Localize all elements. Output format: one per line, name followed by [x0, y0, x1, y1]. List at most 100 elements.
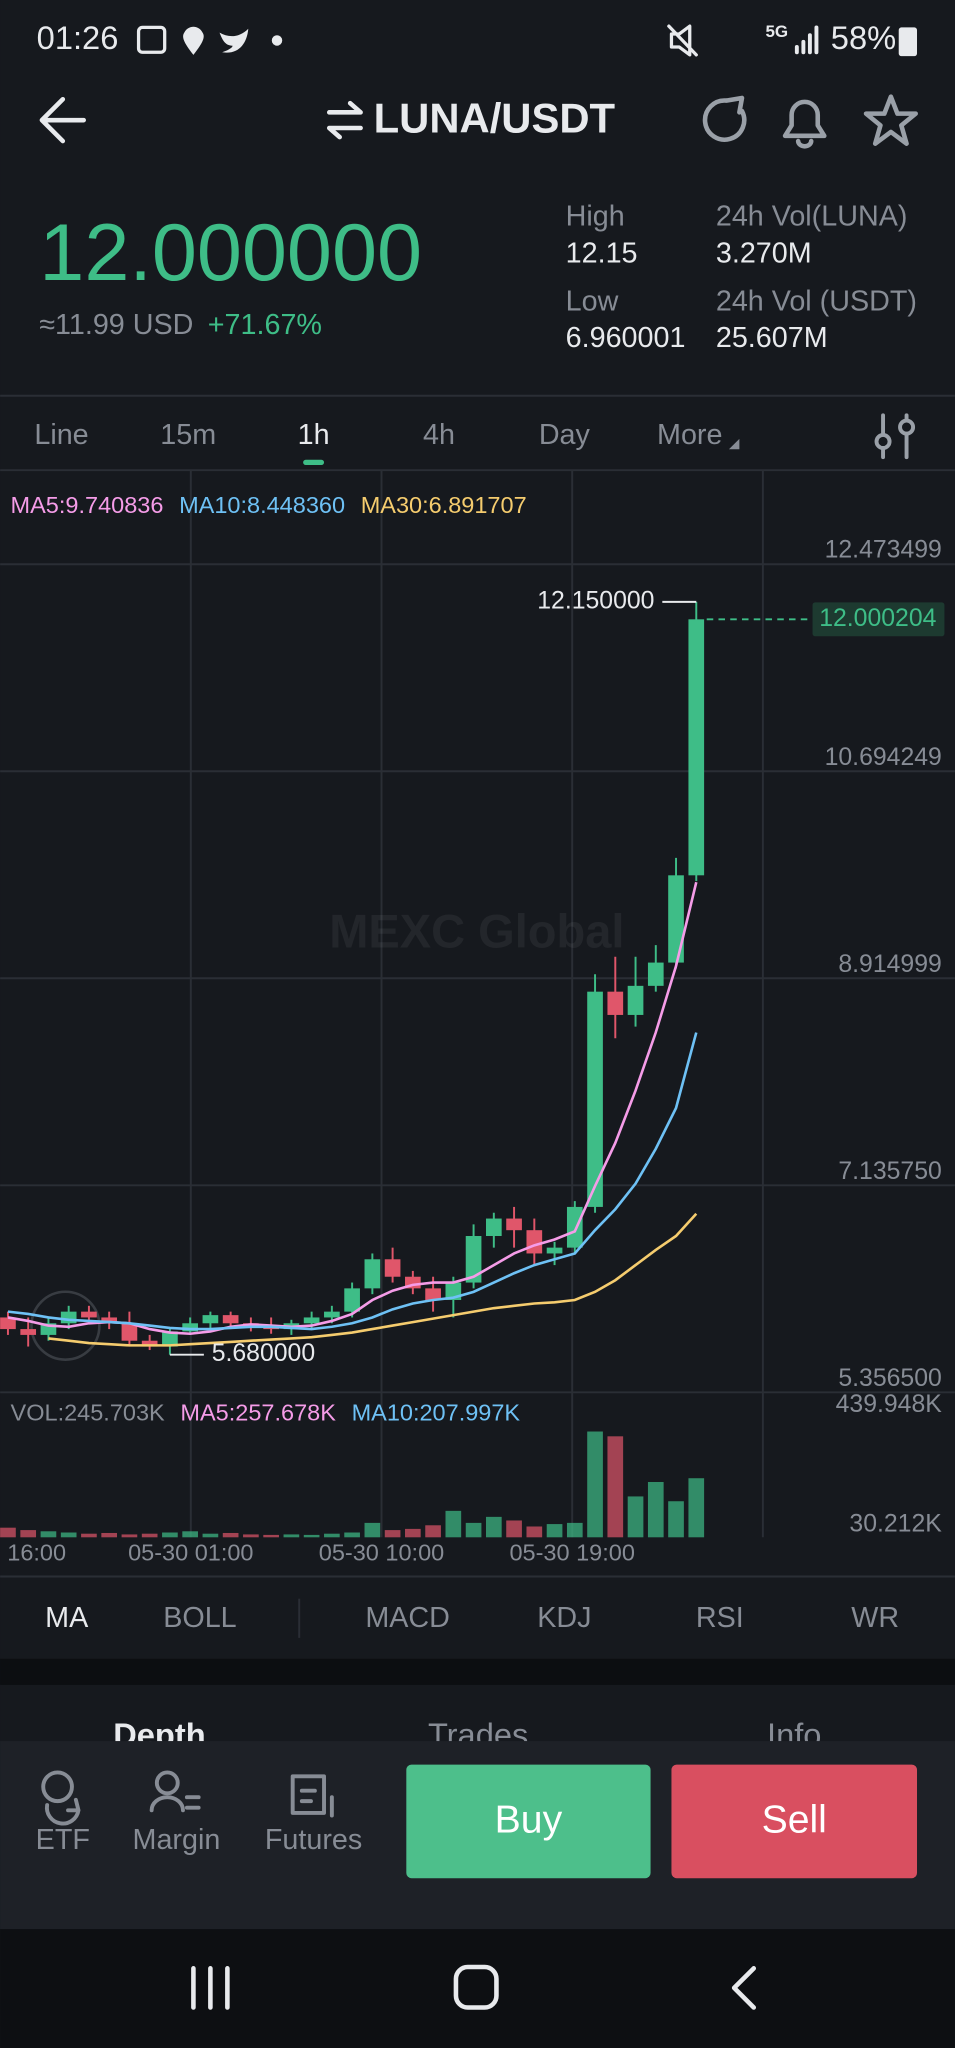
candle-body [101, 1317, 118, 1324]
interval-tab[interactable]: 15m [160, 419, 216, 451]
mute-icon [667, 24, 698, 57]
stat-value: 25.607M [716, 322, 828, 354]
candle-body [40, 1323, 57, 1335]
candle-body [364, 1259, 381, 1289]
volume-bar [182, 1531, 198, 1538]
interval-tab[interactable]: Line [34, 419, 88, 451]
volume-bar [546, 1524, 563, 1538]
candle-body [81, 1311, 97, 1318]
volume-bar [647, 1482, 664, 1538]
volume-bar [364, 1522, 381, 1538]
twitter-icon [219, 28, 249, 53]
crosshair-button[interactable] [30, 1290, 101, 1361]
settings-knob [874, 432, 892, 450]
x-tick-label: 16:00 [7, 1539, 66, 1565]
volume-bar [526, 1526, 543, 1538]
alert-button[interactable] [782, 99, 827, 149]
recents-button[interactable] [191, 1966, 230, 2010]
volume-bar [0, 1527, 16, 1538]
sell-button[interactable] [671, 1764, 918, 1879]
candle-body [465, 1236, 482, 1283]
volume-bar [20, 1530, 37, 1538]
volume-bar [445, 1510, 462, 1538]
dropdown-icon [728, 438, 740, 450]
battery-level: 58% [831, 19, 896, 56]
candle-body [546, 1247, 563, 1254]
pair-title[interactable]: LUNA/USDT [374, 95, 616, 142]
sell-label[interactable]: Sell [762, 1798, 827, 1841]
nav-label[interactable]: ETF [36, 1824, 90, 1856]
volume-bar [688, 1478, 705, 1538]
nav-label[interactable]: Margin [133, 1824, 221, 1856]
dot-icon [271, 35, 283, 46]
stat-value: 3.270M [716, 237, 812, 269]
plot: 5.356500 7.135750 8.914999 10.694249 12.4734… [0, 492, 955, 1537]
candle-body [384, 1259, 401, 1277]
candle-body [202, 1315, 219, 1324]
candle-body [182, 1323, 198, 1332]
indicator-tab[interactable]: MACD [365, 1602, 450, 1634]
stat-label: 24h Vol (USDT) [716, 286, 917, 318]
candle-body [324, 1311, 340, 1318]
indicator-tab[interactable]: RSI [696, 1602, 744, 1634]
back-button[interactable] [39, 96, 86, 144]
etf-icon-arrow [44, 1797, 81, 1826]
volume-bar [384, 1530, 401, 1538]
y-tick-label: 7.135750 [838, 1158, 941, 1185]
last-price-label: 12.000204 [819, 605, 936, 632]
volume-legend: MA5:257.678K [180, 1400, 336, 1426]
back-nav-button[interactable] [731, 1966, 757, 2010]
candle-body [0, 1317, 16, 1330]
ma-line [48, 1212, 698, 1347]
candle-body [222, 1315, 239, 1324]
candle-body [121, 1323, 138, 1341]
nav-label[interactable]: Futures [265, 1824, 362, 1856]
low-label: 5.680000 [212, 1340, 315, 1367]
interval-tab[interactable]: 4h [423, 419, 455, 451]
x-tick-label: 05-30 19:00 [509, 1539, 634, 1565]
interval-tab[interactable]: More [657, 419, 722, 451]
volume-bar [405, 1528, 421, 1538]
candle-body [141, 1340, 158, 1347]
candle-body [20, 1329, 37, 1335]
vertical-grid [189, 470, 764, 1538]
volume-legend: VOL:245.703K [11, 1400, 165, 1426]
indicator-tab[interactable]: KDJ [537, 1602, 591, 1634]
volume-bar [81, 1533, 97, 1538]
buy-label[interactable]: Buy [495, 1798, 563, 1841]
section-gap [0, 1658, 955, 1685]
candle-body [526, 1230, 543, 1254]
home-button[interactable] [453, 1964, 499, 2010]
refresh-button[interactable] [702, 95, 747, 142]
interval-tab[interactable]: Day [539, 419, 591, 451]
volume-bar [60, 1532, 77, 1538]
legend-entry: MA5:9.740836 [11, 492, 164, 518]
stat-value: 12.15 [566, 237, 638, 269]
volume-bar [263, 1534, 279, 1538]
volume-bar [668, 1501, 684, 1538]
candle-body [587, 991, 603, 1207]
indicator-tab-active[interactable]: MA [45, 1602, 89, 1634]
favorite-button[interactable] [863, 94, 918, 146]
location-icon [183, 26, 204, 55]
last-price-tag [812, 602, 945, 637]
stat-label: 24h Vol(LUNA) [716, 201, 908, 233]
volume-bar [506, 1520, 522, 1538]
candle-body [425, 1288, 441, 1301]
indicator-tab[interactable]: BOLL [163, 1602, 236, 1634]
volume-bar [121, 1534, 138, 1538]
battery-icon [898, 27, 918, 57]
volume-bar [141, 1533, 158, 1538]
y-tick-label: 5.356500 [838, 1365, 941, 1392]
indicator-tab[interactable]: WR [851, 1602, 899, 1634]
candle-body [607, 991, 624, 1015]
etf-icon [41, 1770, 74, 1804]
stat-label: Low [566, 286, 619, 318]
buy-button[interactable] [406, 1764, 651, 1879]
volume-bar [303, 1534, 320, 1538]
swap-icon[interactable] [326, 100, 363, 140]
interval-tab-active[interactable]: 1h [298, 419, 330, 451]
volume-bar [243, 1534, 259, 1538]
candle-body [566, 1206, 583, 1248]
volume-bar [566, 1522, 583, 1538]
